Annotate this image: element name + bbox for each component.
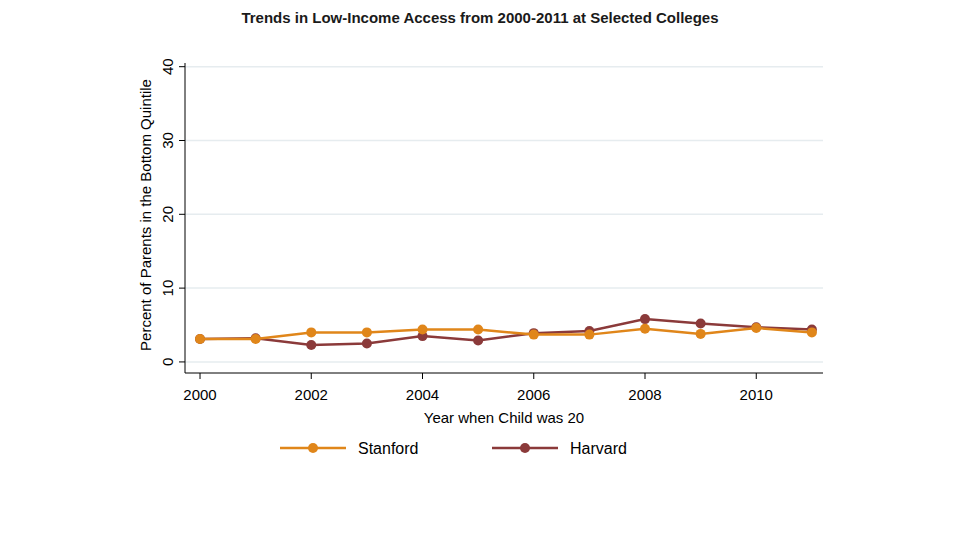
series-point xyxy=(362,338,372,348)
x-tick-label: 2010 xyxy=(740,386,773,403)
y-tick xyxy=(179,140,185,141)
grid-line xyxy=(185,66,823,68)
series-line xyxy=(200,319,812,345)
legend-label: Stanford xyxy=(358,440,418,457)
series-point xyxy=(640,324,650,334)
series-point xyxy=(251,333,261,343)
chart-svg: Trends in Low-Income Access from 2000-20… xyxy=(0,0,960,540)
series-point xyxy=(195,334,205,344)
grid-line xyxy=(185,214,823,216)
y-tick-label: 10 xyxy=(159,280,176,297)
x-tick-label: 2000 xyxy=(183,386,216,403)
x-tick xyxy=(311,373,312,379)
y-tick-label: 40 xyxy=(159,58,176,75)
y-axis xyxy=(185,63,186,373)
series-point xyxy=(473,324,483,334)
x-tick-label: 2004 xyxy=(406,386,439,403)
series-point xyxy=(306,327,316,337)
plot-area xyxy=(195,314,817,350)
x-tick-label: 2006 xyxy=(517,386,550,403)
grid-line xyxy=(185,287,823,289)
series-point xyxy=(751,322,761,332)
series-point xyxy=(696,319,706,329)
series-point xyxy=(529,330,539,340)
series-point xyxy=(251,334,261,344)
x-tick xyxy=(756,373,757,379)
grid-line xyxy=(185,140,823,142)
y-axis-label: Percent of Parents in the Bottom Quintil… xyxy=(137,79,154,351)
x-tick xyxy=(422,373,423,379)
legend-marker xyxy=(520,443,530,453)
y-tick-label: 0 xyxy=(159,358,176,366)
x-axis-label: Year when Child was 20 xyxy=(424,409,584,426)
y-tick xyxy=(179,66,185,67)
y-tick xyxy=(179,288,185,289)
x-axis xyxy=(185,373,823,374)
grid-line xyxy=(185,361,823,363)
x-tick xyxy=(533,373,534,379)
legend-marker xyxy=(308,443,318,453)
series-line xyxy=(200,328,812,339)
series-point xyxy=(584,330,594,340)
series-point xyxy=(696,329,706,339)
x-tick-label: 2008 xyxy=(628,386,661,403)
chart-container: Trends in Low-Income Access from 2000-20… xyxy=(0,0,960,540)
series-point xyxy=(807,327,817,337)
series-point xyxy=(362,327,372,337)
series-point xyxy=(306,340,316,350)
y-tick-label: 20 xyxy=(159,206,176,223)
series-point xyxy=(418,324,428,334)
series-point xyxy=(473,336,483,346)
x-tick xyxy=(200,373,201,379)
x-tick xyxy=(645,373,646,379)
y-tick-label: 30 xyxy=(159,132,176,149)
title: Trends in Low-Income Access from 2000-20… xyxy=(241,9,718,26)
series-point xyxy=(195,334,205,344)
series-point xyxy=(640,314,650,324)
x-tick-label: 2002 xyxy=(295,386,328,403)
series-point xyxy=(751,323,761,333)
y-tick xyxy=(179,214,185,215)
legend-label: Harvard xyxy=(570,440,627,457)
y-tick xyxy=(179,361,185,362)
